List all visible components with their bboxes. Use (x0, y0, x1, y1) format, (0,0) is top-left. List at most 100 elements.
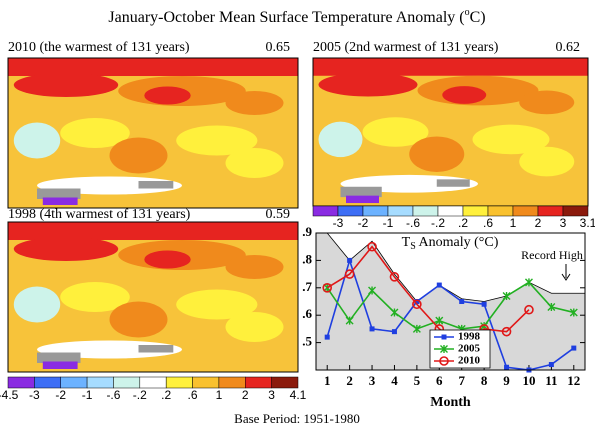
map (7, 57, 299, 209)
point (502, 292, 511, 301)
point (347, 257, 353, 263)
map-region (144, 86, 191, 105)
colorbar-label: .2 (458, 216, 468, 230)
colorbar-label: -.2 (133, 388, 147, 402)
colorbar-swatch (245, 376, 272, 389)
series-line (326, 245, 530, 344)
point (435, 316, 444, 325)
map-region (60, 282, 130, 312)
x-tick-label: 4 (391, 373, 398, 388)
colorbar-label: -.2 (431, 216, 445, 230)
colorbar-swatch (412, 205, 439, 217)
map-region (225, 255, 284, 279)
x-tick-label: 3 (369, 373, 376, 388)
point (322, 282, 333, 293)
colorbar-swatch (192, 376, 220, 389)
map-region (13, 286, 61, 323)
colorbar-swatch (537, 205, 564, 217)
map-region (138, 345, 174, 353)
legend-label: 2010 (458, 355, 481, 367)
y-tick-label: .8 (302, 251, 312, 266)
map-region (519, 146, 575, 177)
map-region (318, 72, 418, 97)
colorbar-label: .6 (483, 216, 493, 230)
colorbar-swatch (362, 205, 389, 217)
map-region (176, 289, 258, 320)
colorbar-swatch (512, 205, 539, 217)
x-tick-label: 1 (324, 373, 331, 388)
colorbar-label: 4.1 (290, 388, 307, 402)
map-region (42, 197, 78, 205)
point (524, 304, 534, 315)
point (571, 345, 577, 351)
map-region (472, 124, 550, 155)
colorbar-swatch (218, 376, 246, 389)
map-region (13, 73, 119, 97)
map-region (109, 301, 168, 338)
title-part: January-October Mean Surface Temperature… (108, 9, 464, 26)
map-frame (7, 57, 299, 209)
map-mean: 0.65 (266, 40, 291, 55)
point (501, 326, 512, 337)
colorbar-label: 3 (268, 388, 275, 402)
map-region (442, 86, 487, 104)
colorbar-swatch (34, 376, 61, 389)
x-tick-label: 8 (481, 373, 488, 388)
colorbar-swatch (139, 376, 167, 389)
map-region (144, 250, 191, 269)
colorbar-label: 2 (535, 216, 542, 230)
series-line (326, 281, 574, 330)
map-label: 1998 (4th warmest of 131 years) (8, 207, 191, 222)
annotation: Record High (521, 248, 583, 262)
colorbar-swatch (437, 205, 464, 217)
point (391, 329, 397, 335)
map-region (313, 58, 588, 76)
annotation-arrowhead (561, 273, 571, 281)
colorbar-label: .2 (161, 388, 171, 402)
x-tick-label: 10 (522, 373, 535, 388)
point (324, 334, 330, 340)
point (367, 241, 377, 252)
chart-title: TS Anomaly (°C) (402, 235, 499, 252)
map-region (225, 91, 284, 115)
colorbar-swatch (487, 205, 514, 217)
colorbar-label: -2 (55, 388, 66, 402)
colorbar-label: 1 (510, 216, 517, 230)
map-region (37, 352, 81, 363)
point (390, 308, 399, 317)
colorbar-label: -4.5 (0, 388, 19, 402)
map-region (37, 188, 81, 199)
map-region (176, 125, 258, 156)
point (548, 362, 554, 368)
colorbar-swatch (337, 205, 364, 217)
map-label: 2010 (the warmest of 131 years) (8, 40, 190, 55)
figure-title: January-October Mean Surface Temperature… (108, 7, 485, 25)
colorbar-label: -.6 (406, 216, 420, 230)
colorbar-swatch (271, 376, 299, 389)
map-region (318, 121, 363, 158)
map-frame (7, 221, 299, 373)
legend-label: 1998 (458, 331, 481, 343)
x-tick-label: 7 (458, 373, 465, 388)
point (344, 269, 355, 279)
footer: Base Period: 1951-1980 (234, 411, 360, 426)
colorbar-swatch (312, 205, 339, 217)
plot-frame (315, 232, 586, 371)
colorbar-swatch (387, 205, 414, 217)
chart-title-part: Anomaly (°C) (416, 235, 499, 250)
map-region (225, 148, 284, 178)
colorbar-swatch (86, 376, 114, 389)
colorbar-swatch (7, 376, 35, 389)
colorbar-label: 3.1 (580, 216, 595, 230)
colorbar-label: 1 (216, 388, 223, 402)
x-tick-label: 5 (414, 373, 421, 388)
x-tick-label: 11 (545, 373, 557, 388)
point (524, 278, 533, 287)
map-mean: 0.62 (556, 40, 581, 55)
map-region (436, 179, 470, 187)
chart-title-part: T (402, 235, 411, 250)
point (414, 299, 420, 304)
colorbar-label: 2 (242, 388, 249, 402)
legend-label: 2005 (458, 343, 481, 355)
